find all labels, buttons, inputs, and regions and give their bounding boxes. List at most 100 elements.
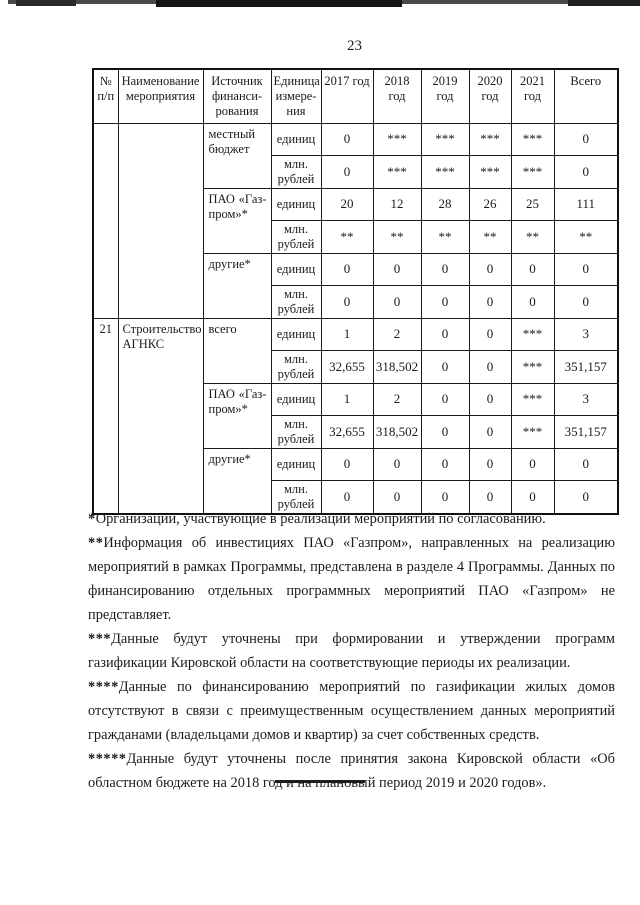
value-cell: 0 bbox=[553, 447, 619, 481]
measure-name-cell bbox=[117, 122, 204, 319]
value-cell: 0 bbox=[420, 414, 470, 449]
unit-cell: млн. рублей bbox=[270, 414, 322, 449]
funding-source-cell: всего bbox=[202, 317, 272, 384]
value-cell: 0 bbox=[372, 252, 422, 286]
unit-cell: млн. рублей bbox=[270, 349, 322, 384]
value-cell: 0 bbox=[372, 284, 422, 319]
unit-cell: единиц bbox=[270, 447, 322, 481]
financing-table: № п/п Наименование мероприятия Источник … bbox=[92, 68, 619, 515]
value-cell: *** bbox=[510, 349, 555, 384]
value-cell: *** bbox=[510, 317, 555, 351]
footnote: **Информация об инвестициях ПАО «Газпром… bbox=[88, 531, 615, 627]
value-cell: 0 bbox=[468, 382, 512, 416]
table-row: местный бюджет единиц 0 *** *** *** *** … bbox=[92, 122, 619, 319]
table-row: другие* единиц 0 0 0 0 0 0 bbox=[93, 252, 619, 319]
value-cell: 351,157 bbox=[553, 349, 619, 384]
unit-cell: единиц bbox=[270, 187, 322, 221]
column-header-2017: 2017 год bbox=[320, 68, 374, 124]
value-cell: 0 bbox=[372, 447, 422, 481]
table-row: млн. рублей 0 0 0 0 0 0 bbox=[93, 284, 619, 319]
value-cell: 32,655 bbox=[320, 349, 374, 384]
table-row: млн. рублей 32,655 318,502 0 0 *** 351,1… bbox=[93, 414, 619, 449]
funding-source-cell: местный бюджет bbox=[202, 122, 272, 189]
value-cell: *** bbox=[510, 382, 555, 416]
unit-cell: единиц bbox=[270, 122, 322, 156]
value-cell: 0 bbox=[420, 349, 470, 384]
value-cell: 1 bbox=[320, 382, 374, 416]
table-row: ПАО «Газ-пром»* единиц 1 2 0 0 *** 3 bbox=[93, 382, 619, 449]
value-cell: 0 bbox=[553, 252, 619, 286]
footnote: ****Данные по финансированию мероприятий… bbox=[88, 675, 615, 747]
funding-source-cell: другие* bbox=[202, 447, 272, 514]
value-cell: 0 bbox=[420, 479, 470, 514]
value-cell: ** bbox=[320, 219, 374, 254]
value-cell: 351,157 bbox=[553, 414, 619, 449]
scan-edge-artifact-segment bbox=[568, 0, 640, 6]
value-cell: *** bbox=[510, 154, 555, 189]
scan-edge-artifact-segment bbox=[156, 0, 402, 7]
value-cell: 0 bbox=[372, 479, 422, 514]
row-number-cell bbox=[92, 122, 119, 319]
value-cell: 0 bbox=[420, 447, 470, 481]
value-cell: 0 bbox=[468, 317, 512, 351]
value-cell: 111 bbox=[553, 187, 619, 221]
value-cell: 0 bbox=[553, 284, 619, 319]
table-row: ПАО «Газ-пром»* единиц 20 12 28 26 25 11… bbox=[93, 187, 619, 254]
value-cell: 0 bbox=[320, 479, 374, 514]
unit-cell: единиц bbox=[270, 382, 322, 416]
value-cell: ** bbox=[468, 219, 512, 254]
value-cell: 0 bbox=[468, 252, 512, 286]
footnote-marker: ** bbox=[88, 535, 104, 551]
value-cell: 0 bbox=[468, 414, 512, 449]
row-number-cell: 21 bbox=[92, 317, 119, 514]
value-cell: 12 bbox=[372, 187, 422, 221]
column-header-2021: 2021 год bbox=[510, 68, 555, 124]
unit-cell: млн. рублей bbox=[270, 479, 322, 514]
value-cell: 0 bbox=[468, 284, 512, 319]
value-cell: 28 bbox=[420, 187, 470, 221]
footnotes-section: *Организации, участвующие в реализации м… bbox=[88, 507, 615, 795]
value-cell: 0 bbox=[420, 252, 470, 286]
value-cell: *** bbox=[372, 122, 422, 156]
value-cell: *** bbox=[468, 154, 512, 189]
value-cell: ** bbox=[420, 219, 470, 254]
column-header-source: Источник финанси-рования bbox=[202, 68, 272, 124]
unit-cell: единиц bbox=[270, 317, 322, 351]
footnote-text: Данные по финансированию мероприятий по … bbox=[88, 679, 615, 743]
value-cell: *** bbox=[510, 414, 555, 449]
value-cell: 0 bbox=[468, 447, 512, 481]
footnote-marker: * bbox=[88, 511, 96, 527]
header-row: № п/п Наименование мероприятия Источник … bbox=[92, 68, 619, 124]
value-cell: 0 bbox=[510, 284, 555, 319]
scan-edge-artifact-top bbox=[8, 0, 640, 7]
section-divider-line bbox=[275, 780, 365, 783]
value-cell: ** bbox=[553, 219, 619, 254]
unit-cell: млн. рублей bbox=[270, 284, 322, 319]
value-cell: 26 bbox=[468, 187, 512, 221]
value-cell: *** bbox=[420, 122, 470, 156]
value-cell: 0 bbox=[510, 252, 555, 286]
value-cell: 0 bbox=[553, 122, 619, 156]
value-cell: 1 bbox=[320, 317, 374, 351]
funding-source-cell: другие* bbox=[202, 252, 272, 319]
value-cell: 0 bbox=[320, 252, 374, 286]
table-row: млн. рублей 0 *** *** *** *** 0 bbox=[93, 154, 619, 189]
column-header-2019: 2019 год bbox=[420, 68, 470, 124]
value-cell: 2 bbox=[372, 317, 422, 351]
funding-source-cell: ПАО «Газ-пром»* bbox=[202, 187, 272, 254]
value-cell: 0 bbox=[420, 284, 470, 319]
value-cell: 0 bbox=[320, 284, 374, 319]
footnote-text: Данные будут уточнены при формировании и… bbox=[88, 631, 615, 671]
column-header-unit: Единица измере-ния bbox=[270, 68, 322, 124]
unit-cell: млн. рублей bbox=[270, 219, 322, 254]
column-header-measure: Наименование мероприятия bbox=[117, 68, 204, 124]
value-cell: 0 bbox=[320, 122, 374, 156]
footnote-text: Информация об инвестициях ПАО «Газпром»,… bbox=[88, 535, 615, 623]
funding-source-cell: ПАО «Газ-пром»* bbox=[202, 382, 272, 449]
value-cell: *** bbox=[372, 154, 422, 189]
page-number: 23 bbox=[347, 38, 362, 54]
footnote-marker: ***** bbox=[88, 751, 127, 767]
footnote-text: Данные будут уточнены после принятия зак… bbox=[88, 751, 615, 791]
value-cell: 2 bbox=[372, 382, 422, 416]
footnote: ***Данные будут уточнены при формировани… bbox=[88, 627, 615, 675]
